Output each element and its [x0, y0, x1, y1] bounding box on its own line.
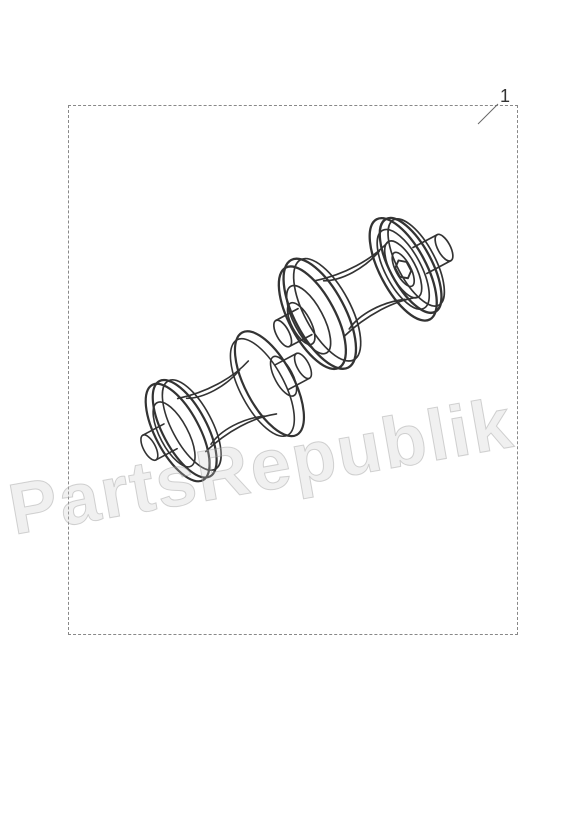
drawing-canvas: 1: [0, 0, 583, 830]
callout-1: 1: [500, 86, 510, 107]
spool-back: [90, 300, 350, 520]
